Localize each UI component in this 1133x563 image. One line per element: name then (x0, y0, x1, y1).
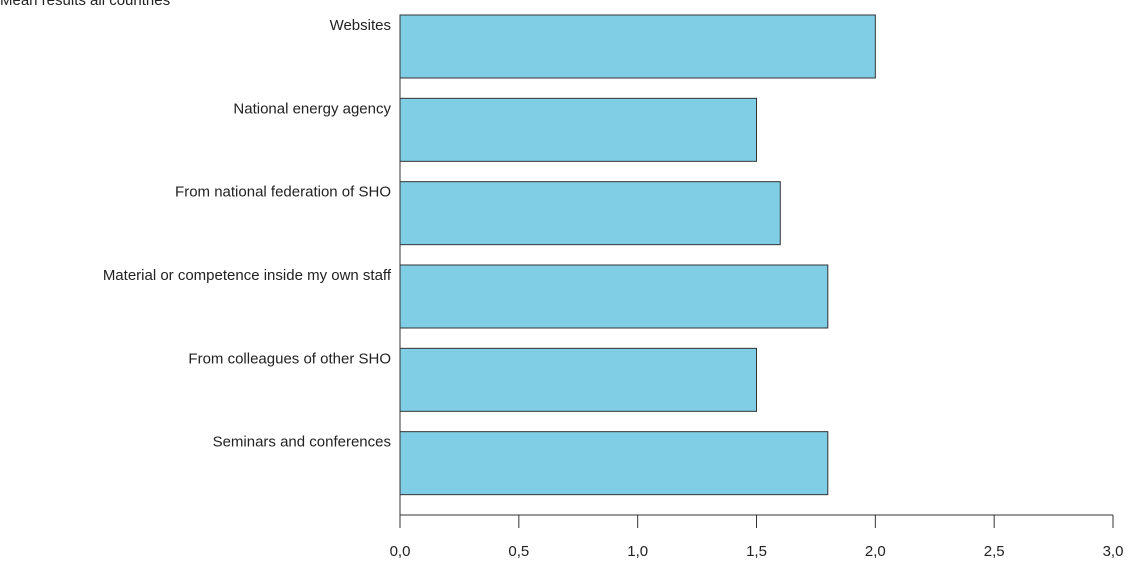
chart-title: Mean results all countries (0, 0, 170, 9)
bar (399, 14, 876, 79)
x-tick-label: 0,0 (390, 543, 411, 560)
y-tick-label: Material or competence inside my own sta… (103, 267, 392, 284)
y-tick-label: Seminars and conferences (213, 434, 391, 451)
x-tick-label: 0,5 (508, 543, 529, 560)
x-tick-label: 1,0 (627, 543, 648, 560)
x-tick-label: 1,5 (746, 543, 767, 560)
x-tick-label: 3,0 (1103, 543, 1124, 560)
bar (399, 181, 781, 246)
bar (399, 347, 757, 412)
y-tick-label: From national federation of SHO (175, 184, 391, 201)
bar (399, 97, 757, 162)
bar (399, 264, 829, 329)
bar (399, 431, 829, 496)
y-tick-label: National energy agency (233, 100, 391, 117)
y-tick-label: From colleagues of other SHO (188, 350, 391, 367)
x-tick-label: 2,0 (865, 543, 886, 560)
x-tick-label: 2,5 (984, 543, 1005, 560)
y-tick-label: Websites (330, 17, 391, 34)
